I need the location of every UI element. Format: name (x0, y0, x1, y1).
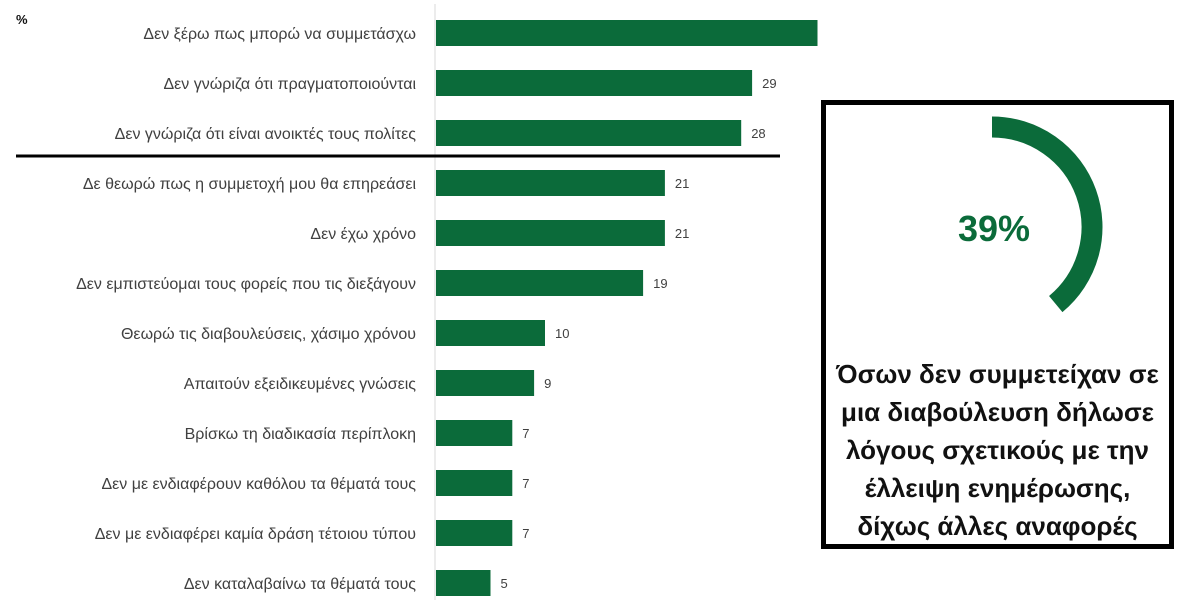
gauge-arc (991, 116, 1103, 313)
value-label: 10 (555, 326, 569, 341)
value-label: 29 (762, 76, 776, 91)
bar (436, 220, 665, 246)
bar (436, 520, 513, 546)
bar (436, 20, 818, 46)
gauge-percent-label: 39% (958, 208, 1030, 249)
percent-gauge: 39% (958, 116, 1103, 313)
category-label: Δεν γνώριζα ότι πραγματοποιούνται (163, 76, 416, 93)
bar (436, 170, 665, 196)
bar (436, 470, 513, 496)
category-label: Απαιτούν εξειδικευμένες γνώσεις (184, 376, 417, 393)
category-label: Δεν καταλαβαίνω τα θέματά τους (184, 576, 416, 593)
value-label: 7 (522, 526, 529, 541)
category-label: Δεν ξέρω πως μπορώ να συμμετάσχω (143, 26, 416, 43)
summary-text: Όσων δεν συμμετείχαν σε μια διαβούλευση … (836, 359, 1159, 541)
category-label: Θεωρώ τις διαβουλεύσεις, χάσιμο χρόνου (121, 326, 416, 343)
value-label: 19 (653, 276, 667, 291)
summary-box: 39% Όσων δεν συμμετείχαν σε μια διαβούλε… (821, 100, 1174, 549)
bar (436, 570, 491, 596)
bar (436, 270, 644, 296)
bar (436, 420, 513, 446)
value-label: 7 (522, 426, 529, 441)
value-label: 21 (675, 226, 689, 241)
bar (436, 370, 535, 396)
category-label: Δεν έχω χρόνο (310, 226, 416, 243)
category-label: Βρίσκω τη διαδικασία περίπλοκη (185, 426, 416, 443)
category-label: Δε θεωρώ πως η συμμετοχή μου θα επηρεάσε… (83, 176, 417, 193)
value-label: 28 (751, 126, 765, 141)
value-label: 21 (675, 176, 689, 191)
value-label: 5 (501, 576, 508, 591)
category-label: Δεν με ενδιαφέρει καμία δράση τέτοιου τύ… (95, 526, 416, 543)
value-label: 9 (544, 376, 551, 391)
bar-chart: % Δεν ξέρω πως μπορώ να συμμετάσχω35Δεν … (16, 4, 818, 600)
bar (436, 320, 545, 346)
unit-label: % (16, 12, 28, 27)
value-label: 7 (522, 476, 529, 491)
category-label: Δεν γνώριζα ότι είναι ανοικτές τους πολί… (115, 126, 417, 143)
bar (436, 70, 753, 96)
category-label: Δεν με ενδιαφέρουν καθόλου τα θέματά του… (101, 476, 416, 493)
bar (436, 120, 742, 146)
category-label: Δεν εμπιστεύομαι τους φορείς που τις διε… (76, 276, 416, 293)
